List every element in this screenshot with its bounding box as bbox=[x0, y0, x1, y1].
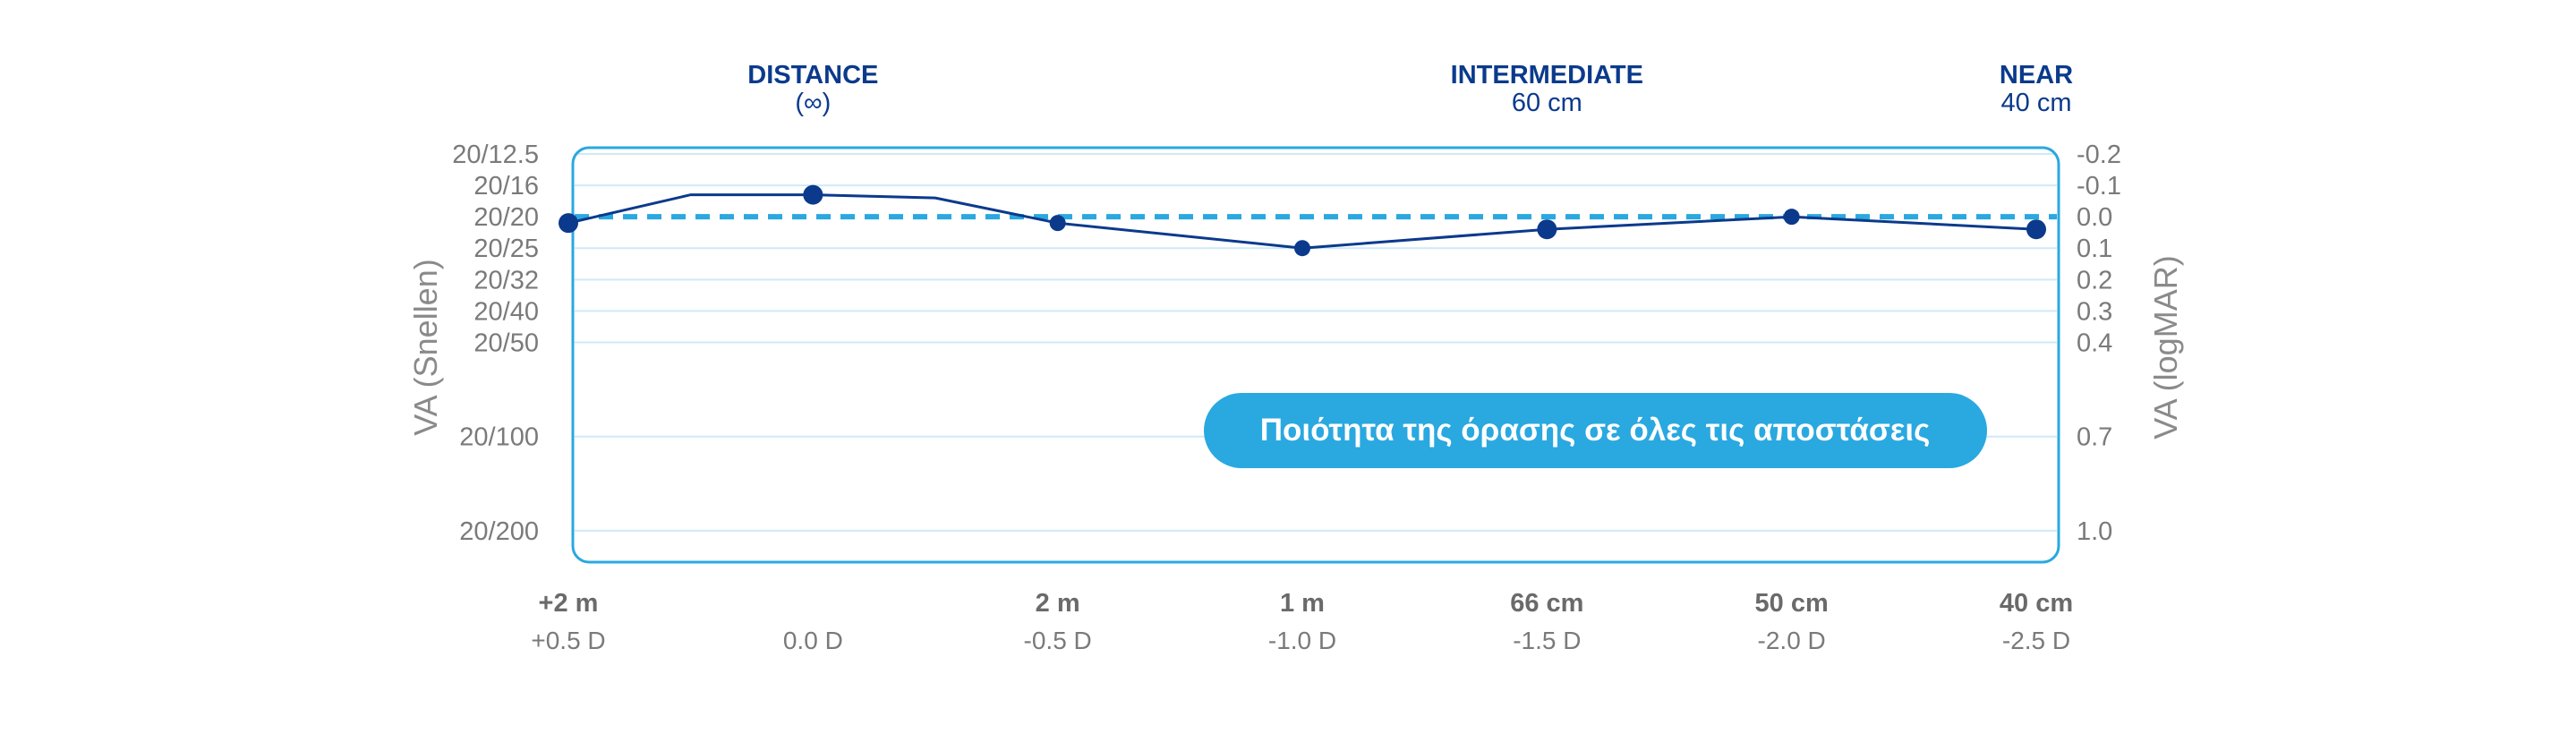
x-tick-label-distance: 40 cm bbox=[2000, 589, 2073, 618]
y-tick-label-logmar: 0.0 bbox=[2077, 203, 2112, 232]
x-tick-label-diopter: 0.0 D bbox=[783, 627, 843, 654]
right-axis-label: VA (logMAR) bbox=[2147, 255, 2184, 439]
y-tick-label-snellen: 20/32 bbox=[473, 266, 539, 294]
plot-frame bbox=[571, 146, 2060, 564]
y-tick-label-snellen: 20/100 bbox=[459, 423, 539, 452]
y-tick-label-logmar: -0.1 bbox=[2077, 172, 2121, 201]
data-point bbox=[1537, 219, 1557, 240]
y-tick-label-logmar: -0.2 bbox=[2077, 141, 2121, 169]
x-tick-label-diopter: -1.5 D bbox=[1513, 627, 1581, 654]
zone-title: INTERMEDIATE bbox=[1451, 61, 1643, 90]
y-tick-label-logmar: 1.0 bbox=[2077, 517, 2112, 546]
x-tick-label-diopter: +0.5 D bbox=[531, 627, 605, 654]
x-tick-label-diopter: -2.5 D bbox=[2002, 627, 2070, 654]
y-tick-label-logmar: 0.4 bbox=[2077, 329, 2112, 357]
data-point bbox=[1294, 240, 1310, 257]
data-point bbox=[559, 213, 578, 234]
data-point bbox=[1049, 215, 1066, 232]
x-tick-label-diopter: -0.5 D bbox=[1024, 627, 1092, 654]
y-tick-label-snellen: 20/12.5 bbox=[452, 141, 539, 169]
y-tick-label-snellen: 20/50 bbox=[473, 329, 539, 357]
y-tick-label-logmar: 0.3 bbox=[2077, 297, 2112, 326]
left-axis-label: VA (Snellen) bbox=[407, 259, 444, 435]
quality-badge-background bbox=[1204, 393, 1987, 468]
y-tick-label-snellen: 20/25 bbox=[473, 235, 539, 263]
y-tick-label-logmar: 0.2 bbox=[2077, 266, 2112, 294]
x-tick-label-diopter: -2.0 D bbox=[1758, 627, 1826, 654]
y-tick-label-snellen: 20/20 bbox=[473, 203, 539, 232]
y-tick-label-snellen: 20/200 bbox=[459, 517, 539, 546]
data-point bbox=[803, 184, 823, 205]
zone-title: NEAR bbox=[2000, 61, 2073, 90]
x-tick-label-diopter: -1.0 D bbox=[1268, 627, 1336, 654]
y-tick-label-snellen: 20/40 bbox=[473, 297, 539, 326]
quality-badge-text: Ποιότητα της όρασης σε όλες τις αποστάσε… bbox=[1260, 413, 1931, 448]
zone-subtitle: 40 cm bbox=[2001, 89, 2072, 117]
x-tick-label-distance: 50 cm bbox=[1755, 589, 1829, 618]
zone-subtitle: 60 cm bbox=[1512, 89, 1582, 117]
grid-lines bbox=[575, 153, 2057, 532]
series-layer bbox=[559, 184, 2046, 257]
data-point bbox=[1783, 209, 1800, 226]
right-axis-ticks: -0.2 -0.10.0 0.1 0.2 0.3 0.4 0.7 1.0 bbox=[2077, 141, 2121, 546]
y-tick-label-logmar: 0.7 bbox=[2077, 423, 2112, 452]
x-tick-label-distance: 1 m bbox=[1280, 589, 1325, 618]
quality-badge: Ποιότητα της όρασης σε όλες τις αποστάσε… bbox=[1204, 393, 1987, 468]
zone-subtitle: (∞) bbox=[795, 89, 831, 117]
y-tick-label-snellen: 20/16 bbox=[473, 172, 539, 201]
data-point bbox=[2026, 219, 2046, 240]
zone-title: DISTANCE bbox=[747, 61, 878, 90]
x-tick-label-distance: 66 cm bbox=[1510, 589, 1583, 618]
x-tick-label-distance: 2 m bbox=[1036, 589, 1080, 618]
y-tick-label-logmar: 0.1 bbox=[2077, 235, 2112, 263]
x-tick-label-distance: +2 m bbox=[539, 589, 599, 618]
x-axis-ticks: +2 m +0.5 D 0.0 D 2 m -0.5 D 1 m -1.0 D 66 cm -1… bbox=[531, 589, 2073, 654]
